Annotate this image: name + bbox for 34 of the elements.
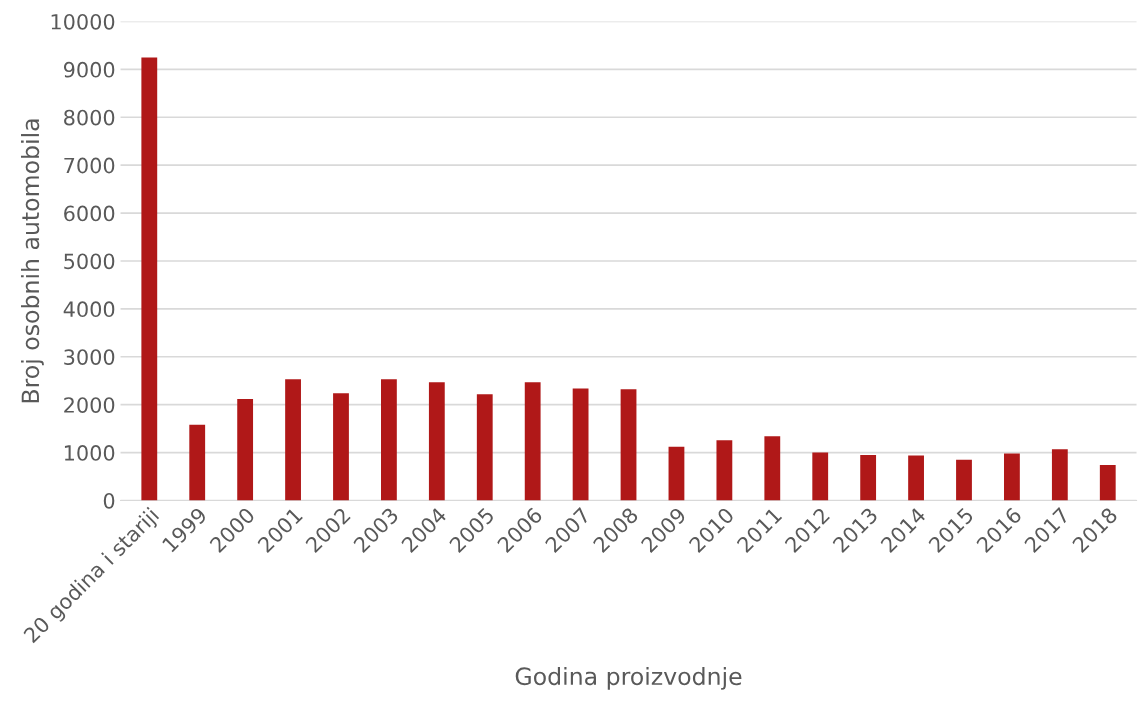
bar <box>381 379 397 501</box>
bar <box>716 440 733 501</box>
bar <box>524 382 541 501</box>
y-tick-label: 10000 <box>51 13 115 30</box>
y-tick-label: 1000 <box>64 445 115 461</box>
bar <box>956 459 972 501</box>
bar <box>860 454 877 501</box>
bar <box>1004 453 1020 501</box>
bar <box>1099 465 1116 501</box>
bar <box>1051 449 1068 501</box>
y-tick-label: 8000 <box>64 109 115 126</box>
bar <box>141 57 158 501</box>
bar <box>908 455 924 501</box>
bar <box>428 382 445 501</box>
y-tick-label: 7000 <box>64 157 115 174</box>
bar <box>333 393 349 501</box>
bar <box>668 446 685 501</box>
y-tick-label: 4000 <box>63 301 115 318</box>
y-tick-label: 0 <box>103 492 115 509</box>
bar <box>189 424 206 501</box>
y-tick-label: 3000 <box>64 349 115 365</box>
bar <box>476 394 493 501</box>
y-axis-title: Broj osobnih automobila <box>21 119 44 403</box>
bar <box>237 398 254 501</box>
bar <box>572 388 589 501</box>
x-axis-title: Godina proizvodnje <box>515 666 742 690</box>
bar <box>812 452 829 501</box>
y-tick-label: 5000 <box>64 253 115 270</box>
bar <box>285 379 301 501</box>
y-tick-label: 9000 <box>63 61 115 78</box>
bar <box>764 436 781 501</box>
y-tick-label: 6000 <box>64 205 115 222</box>
y-tick-label: 2000 <box>64 397 115 413</box>
bar <box>620 389 637 501</box>
